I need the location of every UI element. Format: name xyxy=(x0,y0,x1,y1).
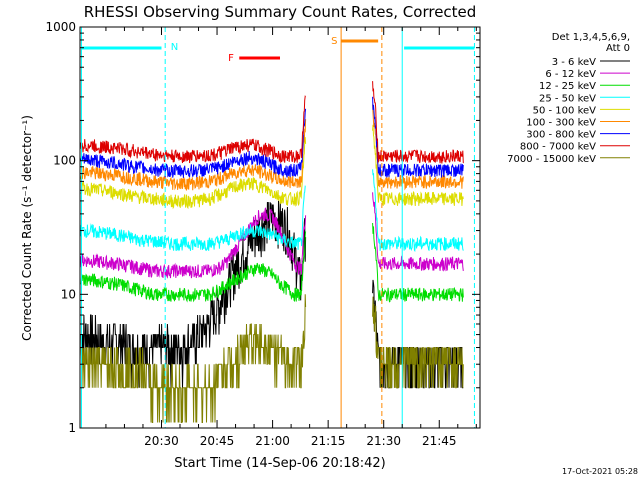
legend-label: 6 - 12 keV xyxy=(545,69,596,80)
y-axis-label: Corrected Count Rate (s⁻¹ detector⁻¹) xyxy=(20,115,34,341)
series-line-7000-15000-kev-pre xyxy=(80,294,307,423)
y-tick-label: 100 xyxy=(53,154,76,168)
series-line-800-7000-kev-pre xyxy=(80,95,306,164)
axis-layer: 1 10 100 1000 20:30 20:45 21:00 21:15 21:30 21:45 xyxy=(45,20,481,448)
x-tick-label: 20:30 xyxy=(144,434,179,448)
series-line-100-300-kev-pre xyxy=(80,119,307,191)
y-tick-label: 10 xyxy=(61,287,76,301)
x-axis-label: Start Time (14-Sep-06 20:18:42) xyxy=(174,456,385,471)
x-tick-label: 20:45 xyxy=(200,434,235,448)
series-line-300-800-kev-pre xyxy=(80,108,307,178)
overlay-layer: N F S xyxy=(80,27,475,428)
series-layer xyxy=(80,81,464,423)
plot-frame xyxy=(79,26,481,429)
legend-label: 50 - 100 keV xyxy=(533,105,597,116)
y-tick-label: 1000 xyxy=(45,20,76,34)
saa-label: S xyxy=(331,36,337,47)
series-line-7000-15000-kev-post xyxy=(372,296,464,389)
chart-title: RHESSI Observing Summary Count Rates, Co… xyxy=(84,3,477,21)
series-line-800-7000-kev-post xyxy=(372,81,464,164)
footer-timestamp: 17-Oct-2021 05:28 xyxy=(562,467,638,476)
legend-header: Det 1,3,4,5,6,9, xyxy=(552,32,630,43)
night-label: N xyxy=(171,42,178,53)
legend-label: 3 - 6 keV xyxy=(552,57,596,68)
series-line-25-50-kev-pre xyxy=(80,185,306,252)
legend-label: 100 - 300 keV xyxy=(526,118,596,129)
x-tick-label: 21:30 xyxy=(366,434,401,448)
y-tick-label: 1 xyxy=(68,421,76,435)
legend-label: 7000 - 15000 keV xyxy=(507,154,596,165)
legend-label: 300 - 800 keV xyxy=(526,130,596,141)
legend-label: 25 - 50 keV xyxy=(539,93,596,104)
series-line-50-100-kev-post xyxy=(372,124,464,207)
series-line-12-25-kev-post xyxy=(372,222,464,303)
x-tick-label: 21:15 xyxy=(311,434,346,448)
series-line-50-100-kev-pre xyxy=(80,137,307,210)
legend-label: 12 - 25 keV xyxy=(539,81,596,92)
series-line-100-300-kev-post xyxy=(372,104,464,191)
series-line-6-12-kev-post xyxy=(372,192,464,272)
flare-label: F xyxy=(228,53,234,64)
series-line-6-12-kev-pre xyxy=(80,207,307,279)
series-line-12-25-kev-pre xyxy=(80,231,307,303)
x-tick-label: 21:45 xyxy=(422,434,457,448)
series-line-300-800-kev-post xyxy=(372,96,464,178)
legend-label: 800 - 7000 keV xyxy=(520,142,596,153)
legend-header-att: Att 0 xyxy=(606,43,630,54)
series-line-25-50-kev-post xyxy=(372,169,464,253)
x-tick-label: 21:00 xyxy=(255,434,290,448)
